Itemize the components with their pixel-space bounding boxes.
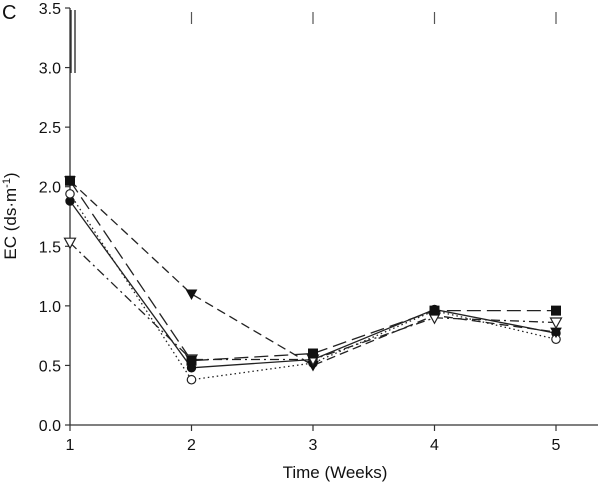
y-axis-label-main: EC (ds·m	[1, 188, 20, 260]
y-tick-label: 0.0	[39, 418, 61, 435]
data-point-filled-square	[65, 175, 75, 186]
y-axis-label: EC (ds·m-1)	[1, 172, 20, 259]
data-point-filled-square	[308, 348, 318, 359]
axes	[69, 8, 598, 426]
x-tick-label: 5	[552, 437, 561, 454]
data-point-filled-triangle	[185, 289, 198, 300]
data-point-filled-square	[429, 305, 440, 316]
series-line-filled-circle	[69, 200, 557, 369]
y-ticks: 0.0 0.5 1.0 1.5 2.0 2.5 3.0 3.5	[39, 1, 70, 435]
y-tick-label: 2.0	[39, 180, 61, 197]
data-point-filled-square	[551, 305, 561, 316]
y-tick-label: 0.5	[39, 358, 61, 375]
y-tick-label: 3.0	[39, 61, 61, 78]
x-axis-label: Time (Weeks)	[283, 463, 388, 482]
series-markers	[63, 175, 563, 385]
y-tick-label: 1.0	[39, 299, 61, 316]
data-point-open-circle	[65, 189, 75, 199]
x-tick-label: 1	[66, 437, 75, 454]
data-point-filled-square	[186, 355, 197, 366]
error-bar-marks	[70, 10, 557, 73]
panel-label: C	[2, 2, 16, 24]
series-line-filled-square	[69, 180, 556, 362]
y-tick-label: 3.5	[39, 1, 61, 18]
x-ticks: 1 2 3 4 5	[66, 425, 561, 454]
y-tick-label: 1.5	[39, 239, 61, 256]
y-axis-label-sup: -1	[1, 178, 13, 188]
series-line-filled-triangle	[69, 180, 557, 367]
x-tick-label: 4	[430, 437, 439, 454]
y-tick-label: 2.5	[39, 120, 61, 137]
data-point-open-circle	[186, 374, 197, 385]
data-point-open-triangle	[549, 317, 563, 330]
x-tick-label: 2	[187, 437, 196, 454]
y-axis-label-close: )	[1, 172, 20, 178]
data-point-open-triangle	[63, 237, 77, 250]
series-line-open-circle	[69, 193, 557, 381]
x-tick-label: 3	[309, 437, 318, 454]
